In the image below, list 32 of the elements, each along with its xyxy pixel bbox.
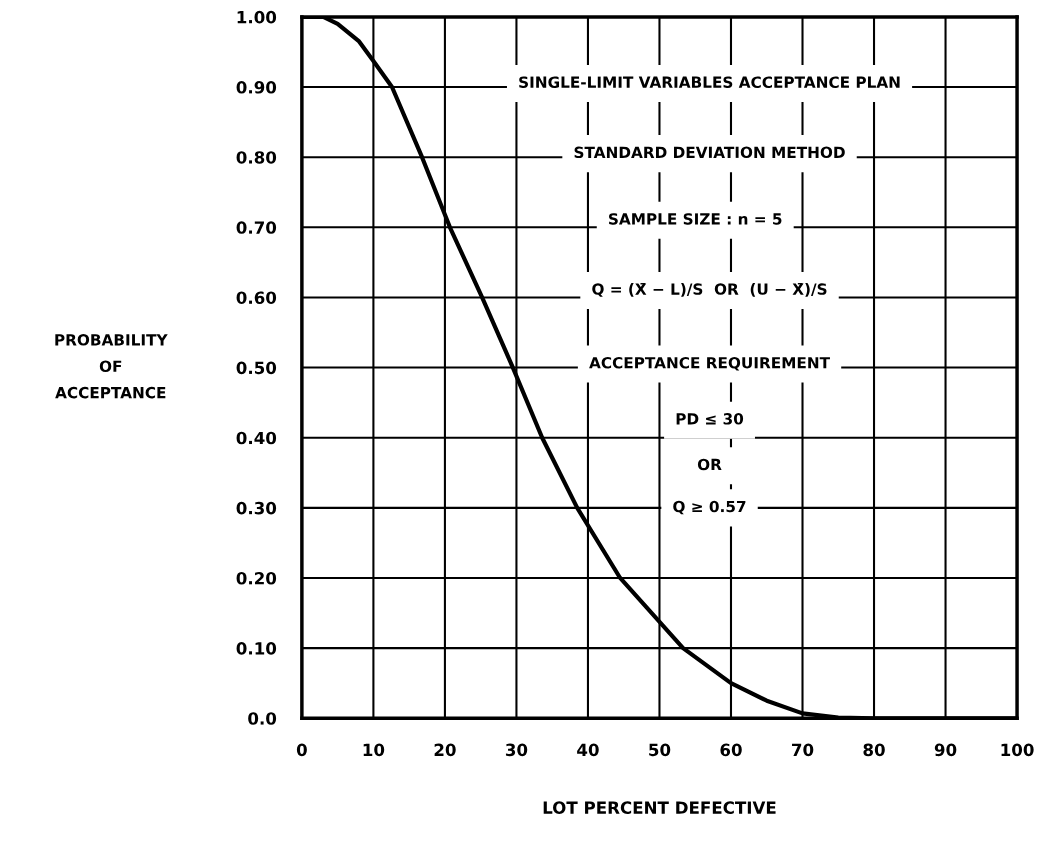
annotation: OR bbox=[697, 458, 722, 471]
y-tick-label: 0.90 bbox=[236, 81, 277, 94]
y-tick-label: 0.10 bbox=[236, 642, 277, 655]
x-tick-label: 30 bbox=[505, 743, 528, 757]
y-tick-label: 0.0 bbox=[248, 712, 277, 725]
annotation: PD ≤ 30 bbox=[676, 413, 744, 425]
annotation: Q = (X̄ − L)/S OR (U − X̄)/S bbox=[592, 283, 827, 297]
annotation: Q ≥ 0.57 bbox=[673, 500, 746, 515]
x-tick-label: 80 bbox=[863, 743, 885, 757]
x-tick-label: 0 bbox=[296, 743, 307, 757]
x-tick-label: 90 bbox=[934, 743, 957, 757]
y-tick-label: 0.80 bbox=[236, 151, 277, 164]
x-tick-label: 60 bbox=[720, 743, 742, 757]
annotation: SINGLE-LIMIT VARIABLES ACCEPTANCE PLAN bbox=[519, 76, 900, 88]
annotation: SAMPLE SIZE : n = 5 bbox=[609, 213, 782, 225]
x-tick-label: 70 bbox=[792, 743, 814, 757]
y-tick-label: 0.70 bbox=[236, 221, 277, 234]
y-tick-label: 1.00 bbox=[237, 10, 277, 24]
x-axis-title: LOT PERCENT DEFECTIVE bbox=[543, 801, 776, 814]
annotation: ACCEPTANCE REQUIREMENT bbox=[589, 356, 830, 371]
x-tick-label: 20 bbox=[434, 743, 456, 757]
y-tick-label: 0.50 bbox=[236, 361, 277, 375]
y-tick-label: 0.20 bbox=[236, 571, 277, 585]
x-tick-label: 50 bbox=[649, 743, 671, 757]
x-tick-label: 40 bbox=[577, 743, 599, 757]
y-tick-label: 0.30 bbox=[236, 501, 277, 515]
y-tick-label: 0.60 bbox=[236, 291, 277, 305]
x-tick-label: 10 bbox=[363, 743, 385, 757]
x-tick-label: 100 bbox=[1001, 743, 1034, 757]
y-tick-label: 0.40 bbox=[236, 431, 277, 445]
annotation: STANDARD DEVIATION METHOD bbox=[574, 146, 845, 159]
y-axis-title: PROBABILITY OF ACCEPTANCE bbox=[55, 334, 168, 399]
